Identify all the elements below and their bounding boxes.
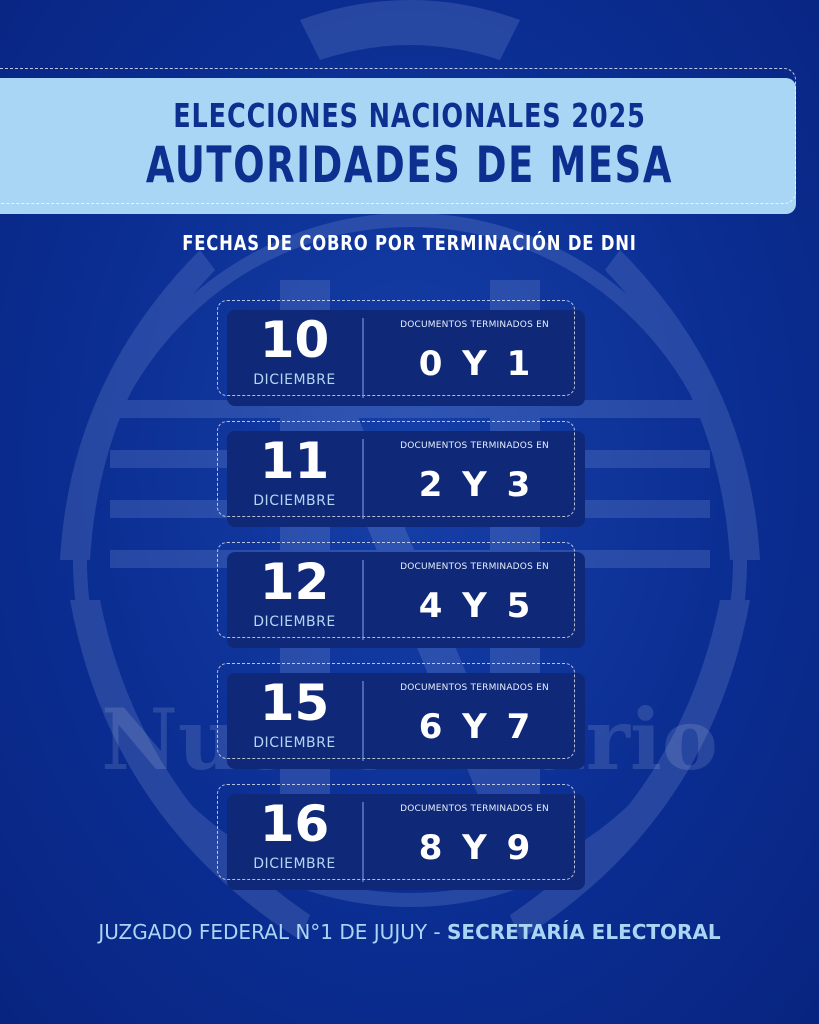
page-subtitle: FECHAS DE COBRO POR TERMINACIÓN DE DNI	[182, 231, 637, 255]
card-digits: 4 Y 5	[418, 586, 531, 626]
card-dashed-border	[217, 542, 575, 638]
card-doc-label: DOCUMENTOS TERMINADOS EN	[400, 804, 549, 814]
card-background	[227, 431, 585, 527]
card-divider	[362, 560, 364, 640]
title-banner	[0, 78, 796, 214]
card-dashed-border	[217, 784, 575, 880]
date-card: 15 DICIEMBRE DOCUMENTOS TERMINADOS EN 6 …	[217, 663, 585, 769]
footer-secretaria: SECRETARÍA ELECTORAL	[447, 920, 721, 944]
card-digits: 6 Y 7	[418, 707, 531, 747]
date-card: 10 DICIEMBRE DOCUMENTOS TERMINADOS EN 0 …	[217, 300, 585, 406]
card-month: DICIEMBRE	[253, 372, 336, 388]
card-month: DICIEMBRE	[253, 856, 336, 872]
date-card: 12 DICIEMBRE DOCUMENTOS TERMINADOS EN 4 …	[217, 542, 585, 648]
card-digits: 2 Y 3	[418, 465, 531, 505]
footer-court: JUZGADO FEDERAL N°1 DE JUJUY -	[98, 920, 447, 944]
card-dashed-border	[217, 421, 575, 517]
card-divider	[362, 802, 364, 882]
card-digits: 8 Y 9	[418, 828, 531, 868]
card-day: 11	[259, 432, 330, 490]
card-background	[227, 673, 585, 769]
card-doc-label: DOCUMENTOS TERMINADOS EN	[400, 320, 549, 330]
page-title-line2: AUTORIDADES DE MESA	[145, 136, 674, 194]
card-divider	[362, 681, 364, 761]
card-day: 10	[259, 311, 330, 369]
card-month: DICIEMBRE	[253, 735, 336, 751]
date-card: 16 DICIEMBRE DOCUMENTOS TERMINADOS EN 8 …	[217, 784, 585, 890]
card-day: 12	[259, 553, 330, 611]
card-divider	[362, 318, 364, 398]
card-dashed-border	[217, 300, 575, 396]
banner-dashed-border	[0, 68, 796, 204]
card-divider	[362, 439, 364, 519]
card-dashed-border	[217, 663, 575, 759]
card-background	[227, 552, 585, 648]
card-doc-label: DOCUMENTOS TERMINADOS EN	[400, 562, 549, 572]
card-day: 15	[259, 674, 330, 732]
card-day: 16	[259, 795, 330, 853]
page-title-line1: ELECCIONES NACIONALES 2025	[173, 96, 646, 135]
card-digits: 0 Y 1	[418, 344, 531, 384]
card-doc-label: DOCUMENTOS TERMINADOS EN	[400, 683, 549, 693]
card-doc-label: DOCUMENTOS TERMINADOS EN	[400, 441, 549, 451]
card-month: DICIEMBRE	[253, 614, 336, 630]
card-background	[227, 794, 585, 890]
footer: JUZGADO FEDERAL N°1 DE JUJUY - SECRETARÍ…	[0, 920, 819, 944]
date-card: 11 DICIEMBRE DOCUMENTOS TERMINADOS EN 2 …	[217, 421, 585, 527]
card-background	[227, 310, 585, 406]
card-month: DICIEMBRE	[253, 493, 336, 509]
